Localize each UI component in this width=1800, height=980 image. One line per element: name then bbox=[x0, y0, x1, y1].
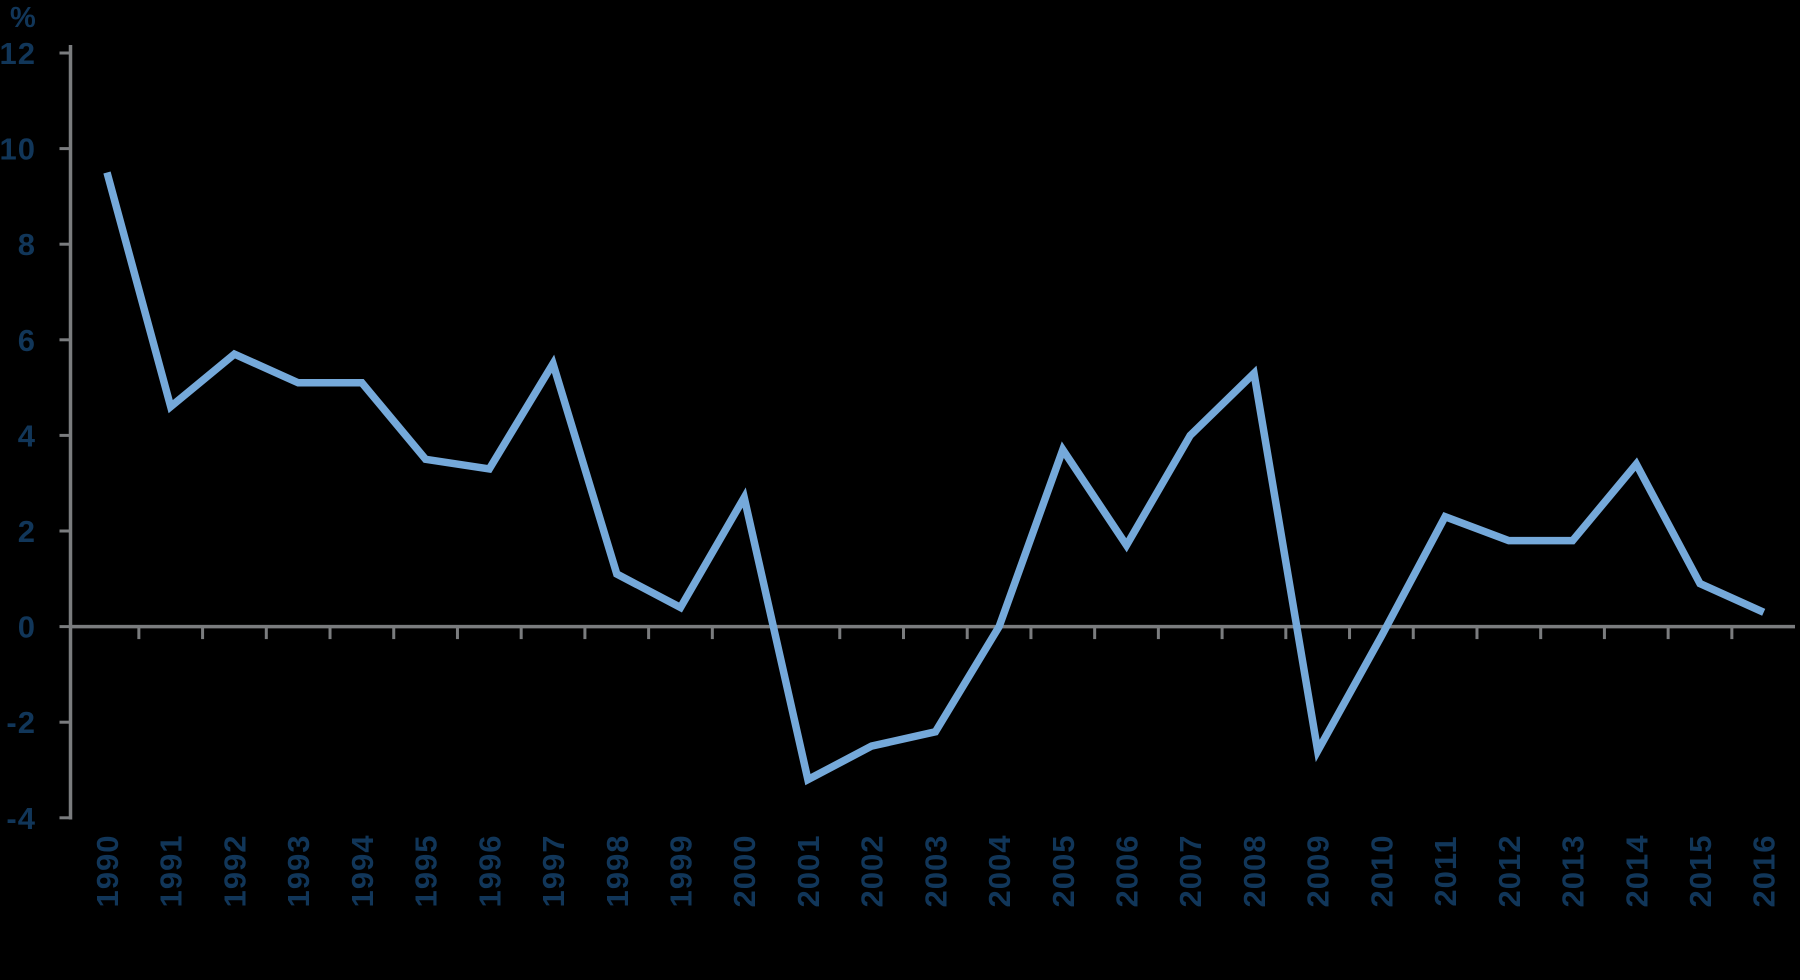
x-year-label: 1998 bbox=[600, 835, 635, 908]
y-axis-unit-label: % bbox=[10, 2, 36, 34]
series-layer bbox=[103, 171, 1766, 786]
x-year-label: 1990 bbox=[90, 835, 125, 908]
x-year-label: 2011 bbox=[1428, 835, 1463, 906]
x-year-label: 1999 bbox=[663, 835, 698, 908]
x-year-label: 2016 bbox=[1747, 835, 1782, 908]
x-year-label: 2009 bbox=[1301, 835, 1336, 908]
x-year-label: 2007 bbox=[1173, 835, 1208, 908]
x-year-label: 2010 bbox=[1364, 835, 1399, 908]
y-tick-label: 6 bbox=[18, 323, 36, 358]
x-year-label: 2003 bbox=[918, 835, 953, 908]
x-year-label: 1995 bbox=[409, 835, 444, 908]
y-tick-label: -2 bbox=[6, 705, 36, 740]
x-year-label: 2000 bbox=[727, 835, 762, 908]
y-tick-label: 4 bbox=[18, 418, 36, 453]
x-year-label: 2008 bbox=[1237, 835, 1272, 908]
y-tick-label: 8 bbox=[18, 227, 36, 262]
y-tick-label: -4 bbox=[6, 801, 36, 836]
y-tick-label: 12 bbox=[0, 36, 36, 71]
x-year-label: 2012 bbox=[1492, 835, 1527, 908]
x-year-label: 1997 bbox=[536, 835, 571, 908]
axes-layer: 12 10 8 6 4 2 0 -2 -4 1990 1991 1992 1993 1994 1995 199… bbox=[0, 36, 1795, 907]
x-year-label: 2001 bbox=[791, 835, 826, 908]
x-year-label: 1993 bbox=[281, 835, 316, 908]
x-year-label: 1994 bbox=[345, 835, 380, 908]
x-year-label: 2005 bbox=[1046, 835, 1081, 908]
y-tick-label: 10 bbox=[0, 132, 36, 167]
y-tick-label: 0 bbox=[18, 610, 36, 645]
x-year-label: 2014 bbox=[1619, 835, 1654, 908]
x-year-label: 2013 bbox=[1556, 835, 1591, 908]
y-tick-label: 2 bbox=[18, 514, 36, 549]
x-year-label: 2004 bbox=[982, 835, 1017, 908]
x-year-label: 1991 bbox=[154, 835, 189, 908]
data-line bbox=[103, 171, 1766, 786]
x-year-label: 1992 bbox=[217, 835, 252, 908]
x-year-label: 2002 bbox=[855, 835, 890, 908]
x-year-label: 2006 bbox=[1110, 835, 1145, 908]
x-year-label: 2015 bbox=[1683, 835, 1718, 908]
x-year-label: 1996 bbox=[472, 835, 507, 908]
